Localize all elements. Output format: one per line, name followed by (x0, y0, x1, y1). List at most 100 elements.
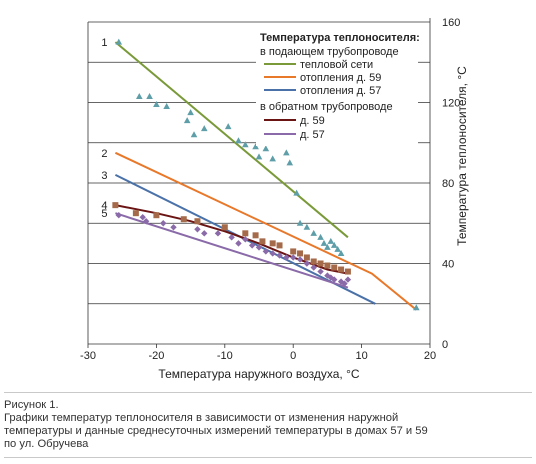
caption-line-1: Рисунок 1. (4, 399, 59, 411)
legend-title: Температура теплоносителя: (260, 32, 420, 44)
data-point-square (112, 202, 119, 209)
caption-line-4: по ул. Обручева (4, 438, 89, 450)
series-number-label: 2 (101, 148, 107, 160)
data-point-triangle (242, 141, 249, 148)
data-point-diamond (248, 242, 256, 249)
data-point-diamond (228, 234, 235, 241)
data-point-diamond (317, 268, 324, 275)
data-point-triangle (303, 223, 311, 230)
data-point-triangle (255, 153, 263, 160)
data-point-triangle (317, 233, 324, 240)
data-point-triangle (115, 38, 123, 45)
data-point-triangle (310, 229, 318, 236)
data-point-triangle (334, 245, 341, 252)
data-point-diamond (310, 264, 317, 271)
series-line-4 (115, 204, 349, 275)
data-point-diamond (160, 220, 167, 227)
data-point-triangle (163, 103, 170, 110)
legend-group-supply: в подающем трубопроводе (260, 46, 399, 58)
data-point-square (180, 216, 187, 223)
data-point-square (324, 262, 331, 269)
x-tick-label: 20 (424, 350, 436, 362)
data-point-diamond (290, 254, 297, 261)
figure-caption: Рисунок 1. Графики температур теплоносит… (4, 392, 532, 458)
data-point-triangle (200, 125, 208, 132)
chart: 0 40 80 120 160 -30 -20 -10 0 10 20 1 2 3 45 Температ… (80, 17, 469, 381)
data-point-diamond (242, 236, 249, 243)
data-point-square (338, 266, 345, 273)
legend-group-return: в обратном трубопроводе (260, 101, 393, 113)
data-point-triangle (293, 189, 300, 196)
data-point-square (303, 254, 310, 261)
y-tick-label: 160 (442, 17, 460, 29)
y-tick-label: 0 (442, 339, 448, 351)
scatter-points (112, 38, 420, 311)
y-tick-label: 80 (442, 178, 454, 190)
caption-line-2: Графики температур теплоносителя в завис… (4, 412, 399, 424)
data-point-square (276, 242, 283, 249)
data-point-triangle (283, 149, 290, 156)
data-point-square (259, 238, 266, 245)
series-number-label: 4 (101, 200, 107, 212)
x-tick-label: -20 (148, 350, 164, 362)
data-point-triangle (146, 92, 153, 99)
data-point-square (194, 218, 201, 225)
x-tick-label: -30 (80, 350, 96, 362)
data-point-diamond (235, 240, 242, 247)
data-point-square (132, 210, 139, 217)
data-point-diamond (344, 276, 352, 283)
x-tick-label: -10 (217, 350, 233, 362)
data-point-square (310, 258, 317, 265)
data-point-square (331, 264, 338, 271)
x-tick-label: 10 (355, 350, 367, 362)
data-point-triangle (296, 219, 304, 226)
data-point-diamond (269, 250, 276, 257)
legend-entry: отопления д. 57 (300, 85, 381, 97)
data-point-square (153, 212, 160, 219)
caption-line-3: температуры и данные среднесуточных изме… (4, 425, 428, 437)
data-point-square (269, 240, 276, 247)
data-point-triangle (413, 304, 420, 311)
series-number-labels: 1 2 3 45 (101, 37, 107, 220)
data-point-triangle (262, 145, 270, 152)
data-point-diamond (262, 248, 270, 255)
data-point-diamond (331, 276, 338, 283)
series-lines (114, 41, 417, 311)
data-point-diamond (201, 230, 208, 237)
data-point-diamond (341, 280, 348, 287)
data-point-triangle (183, 117, 191, 124)
data-point-square (252, 232, 259, 239)
legend-entry: д. 59 (300, 115, 325, 127)
x-axis-label: Температура наружного воздуха, °С (158, 367, 359, 381)
data-point-diamond (276, 252, 283, 259)
data-point-triangle (187, 109, 194, 116)
data-point-diamond (296, 256, 304, 263)
legend-entry: д. 57 (300, 129, 325, 141)
data-point-diamond (283, 254, 290, 261)
data-point-triangle (330, 241, 338, 248)
data-point-diamond (170, 224, 177, 231)
data-point-diamond (255, 244, 263, 251)
data-point-diamond (142, 218, 150, 225)
data-point-diamond (139, 214, 146, 221)
data-point-square (290, 248, 297, 255)
data-point-square (344, 268, 351, 275)
data-point-triangle (224, 123, 232, 130)
data-point-triangle (324, 243, 331, 250)
data-point-square (242, 230, 249, 237)
data-point-triangle (136, 92, 143, 99)
data-point-diamond (194, 226, 201, 233)
data-point-triangle (235, 137, 242, 144)
data-point-triangle (337, 249, 345, 256)
y-tick-label: 120 (442, 98, 460, 110)
data-point-triangle (190, 131, 198, 138)
legend-background (256, 28, 418, 146)
legend: Температура теплоносителя: в подающем тру… (256, 28, 420, 146)
series-number-label: 1 (101, 37, 107, 49)
data-point-square (297, 250, 304, 257)
data-point-triangle (320, 239, 328, 246)
axes: 0 40 80 120 160 -30 -20 -10 0 10 20 (80, 17, 460, 362)
legend-entry: тепловой сети (300, 59, 373, 71)
data-point-diamond (214, 230, 222, 237)
data-point-triangle (269, 155, 276, 162)
